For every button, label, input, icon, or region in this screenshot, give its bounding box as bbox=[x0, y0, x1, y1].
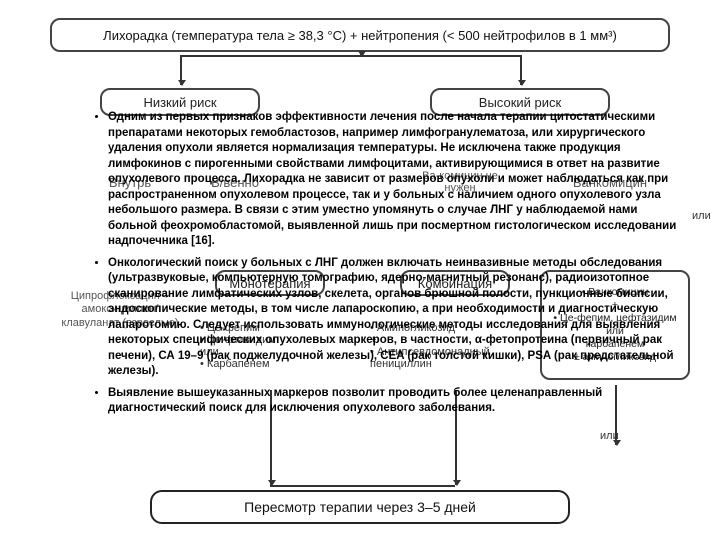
overlay-text: Одним из первых признаков эффективности … bbox=[80, 110, 680, 423]
connector-line bbox=[180, 55, 520, 57]
low-risk-label: Низкий риск bbox=[143, 95, 216, 110]
or-label-2: или bbox=[692, 210, 711, 222]
top-condition-box: Лихорадка (температура тела ≥ 38,3 °C) +… bbox=[50, 18, 670, 52]
overlay-bullet-2: Онкологический поиск у больных с ЛНГ дол… bbox=[108, 256, 680, 380]
overlay-bullet-3: Выявление вышеуказанных маркеров позволи… bbox=[108, 386, 680, 417]
top-condition-text: Лихорадка (температура тела ≥ 38,3 °C) +… bbox=[103, 28, 617, 43]
review-text: Пересмотр терапии через 3–5 дней bbox=[244, 499, 476, 515]
connector-line bbox=[270, 485, 455, 487]
arrow-down-icon bbox=[520, 55, 522, 85]
high-risk-label: Высокий риск bbox=[479, 95, 561, 110]
arrow-down-icon bbox=[180, 55, 182, 85]
review-box: Пересмотр терапии через 3–5 дней bbox=[150, 490, 570, 524]
arrow-down-icon bbox=[360, 52, 362, 56]
overlay-bullet-1: Одним из первых признаков эффективности … bbox=[108, 110, 680, 250]
